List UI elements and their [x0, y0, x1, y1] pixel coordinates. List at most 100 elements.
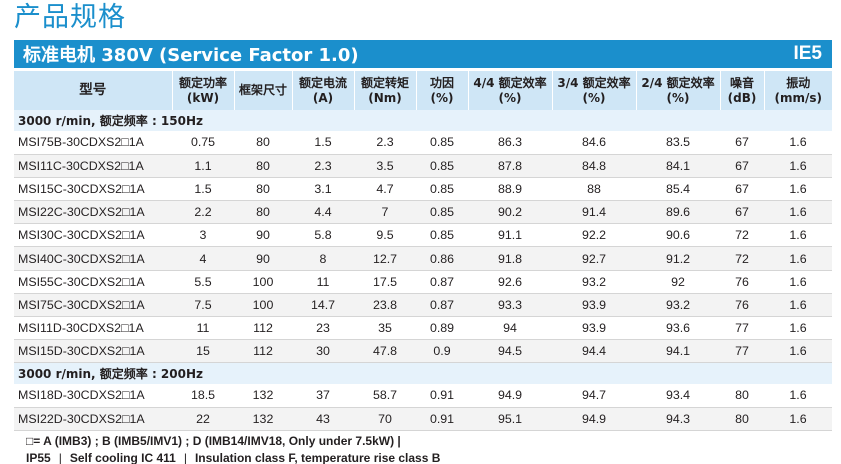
value-cell: 58.7 — [354, 383, 416, 408]
value-cell: 0.86 — [416, 246, 468, 271]
value-cell: 94 — [468, 316, 552, 341]
value-cell: 83.5 — [636, 131, 720, 155]
value-cell: 0.87 — [416, 293, 468, 318]
column-header: 振动 (mm/s) — [764, 71, 832, 110]
column-header: 框架尺寸 — [234, 71, 293, 110]
column-header-text: (%) — [666, 90, 690, 105]
value-cell: 5.8 — [292, 223, 354, 248]
value-cell: 0.85 — [416, 223, 468, 248]
value-cell: 5.5 — [172, 270, 234, 294]
column-header-text: (%) — [498, 90, 522, 105]
value-cell: 0.91 — [416, 407, 468, 431]
value-cell: 93.4 — [636, 383, 720, 408]
value-cell: 1.6 — [764, 270, 832, 294]
column-header-text: 额定转矩 — [360, 75, 409, 90]
value-cell: 91.1 — [468, 223, 552, 248]
table-row: MSI11D-30CDXS2□1A 11 112 23 35 0.89 94 93.9 93.6… — [14, 316, 832, 341]
value-cell: 90 — [234, 223, 292, 248]
value-cell: 93.2 — [636, 293, 720, 318]
footnote-separator: | — [58, 451, 62, 464]
value-cell: 1.6 — [764, 200, 832, 225]
value-cell: 112 — [234, 339, 292, 364]
value-cell: 18.5 — [172, 383, 234, 408]
table-row: MSI11C-30CDXS2□1A 1.1 80 2.3 3.5 0.85 87.8 84.8… — [14, 154, 832, 178]
table-row: MSI15D-30CDXS2□1A 15 112 30 47.8 0.9 94.5 94.4 9… — [14, 339, 832, 364]
column-header-text: 功因 — [429, 75, 454, 90]
value-cell: 0.85 — [416, 200, 468, 225]
value-cell: 0.89 — [416, 316, 468, 341]
column-header: 2/4 额定效率 (%) — [636, 71, 721, 110]
value-cell: 90 — [234, 246, 292, 271]
value-cell: 22 — [172, 407, 234, 431]
value-cell: 80 — [720, 383, 764, 408]
model-cell: MSI22C-30CDXS2□1A — [14, 200, 172, 225]
value-cell: 11 — [292, 270, 354, 294]
value-cell: 0.9 — [416, 339, 468, 364]
model-cell: MSI11C-30CDXS2□1A — [14, 154, 172, 178]
value-cell: 94.5 — [468, 339, 552, 364]
value-cell: 76 — [720, 293, 764, 318]
column-header-text: 振动 — [786, 75, 811, 90]
value-cell: 132 — [234, 383, 292, 408]
value-cell: 14.7 — [292, 293, 354, 318]
value-cell: 92.7 — [552, 246, 636, 271]
value-cell: 86.3 — [468, 131, 552, 155]
value-cell: 1.6 — [764, 339, 832, 364]
value-cell: 2.3 — [292, 154, 354, 178]
value-cell: 70 — [354, 407, 416, 431]
column-header-text: (%) — [582, 90, 606, 105]
value-cell: 7.5 — [172, 293, 234, 318]
column-header: 型号 — [14, 71, 173, 110]
model-cell: MSI22D-30CDXS2□1A — [14, 407, 172, 431]
column-header-text: 3/4 额定效率 — [557, 75, 631, 90]
value-cell: 0.87 — [416, 270, 468, 294]
value-cell: 80 — [234, 177, 292, 202]
value-cell: 1.6 — [764, 293, 832, 318]
value-cell: 1.5 — [172, 177, 234, 202]
value-cell: 94.7 — [552, 383, 636, 408]
efficiency-grade-badge: IE5 — [793, 43, 822, 64]
column-header-text: (kW) — [186, 90, 220, 105]
value-cell: 85.4 — [636, 177, 720, 202]
section-label: 3000 r/min, 额定频率 : 200Hz — [14, 362, 832, 384]
value-cell: 100 — [234, 293, 292, 318]
value-cell: 0.91 — [416, 383, 468, 408]
value-cell: 84.8 — [552, 154, 636, 178]
value-cell: 89.6 — [636, 200, 720, 225]
value-cell: 90.6 — [636, 223, 720, 248]
column-header: 4/4 额定效率 (%) — [468, 71, 553, 110]
value-cell: 84.1 — [636, 154, 720, 178]
model-cell: MSI55C-30CDXS2□1A — [14, 270, 172, 294]
model-cell: MSI18D-30CDXS2□1A — [14, 383, 172, 408]
value-cell: 93.2 — [552, 270, 636, 294]
value-cell: 88 — [552, 177, 636, 202]
value-cell: 94.3 — [636, 407, 720, 431]
table-row: MSI75C-30CDXS2□1A 7.5 100 14.7 23.8 0.87 93.3 9… — [14, 293, 832, 318]
value-cell: 90.2 — [468, 200, 552, 225]
value-cell: 93.6 — [636, 316, 720, 341]
motor-specs-footnote: IP55 | Self cooling IC 411 | Insulation clas… — [26, 451, 440, 464]
value-cell: 3.1 — [292, 177, 354, 202]
value-cell: 80 — [234, 154, 292, 178]
value-cell: 91.8 — [468, 246, 552, 271]
value-cell: 0.85 — [416, 177, 468, 202]
value-cell: 80 — [234, 200, 292, 225]
value-cell: 94.1 — [636, 339, 720, 364]
column-header-text: (A) — [312, 90, 334, 105]
value-cell: 72 — [720, 246, 764, 271]
value-cell: 132 — [234, 407, 292, 431]
value-cell: 3.5 — [354, 154, 416, 178]
value-cell: 1.1 — [172, 154, 234, 178]
value-cell: 1.5 — [292, 131, 354, 155]
value-cell: 100 — [234, 270, 292, 294]
column-header: 噪音 (dB) — [720, 71, 765, 110]
value-cell: 1.6 — [764, 316, 832, 341]
value-cell: 1.6 — [764, 177, 832, 202]
value-cell: 3 — [172, 223, 234, 248]
value-cell: 92.6 — [468, 270, 552, 294]
value-cell: 72 — [720, 223, 764, 248]
value-cell: 30 — [292, 339, 354, 364]
table-row: MSI40C-30CDXS2□1A 4 90 8 12.7 0.86 91.8 92.7 91.… — [14, 246, 832, 271]
value-cell: 35 — [354, 316, 416, 341]
banner-title: 标准电机 380V (Service Factor 1.0) — [23, 45, 359, 66]
